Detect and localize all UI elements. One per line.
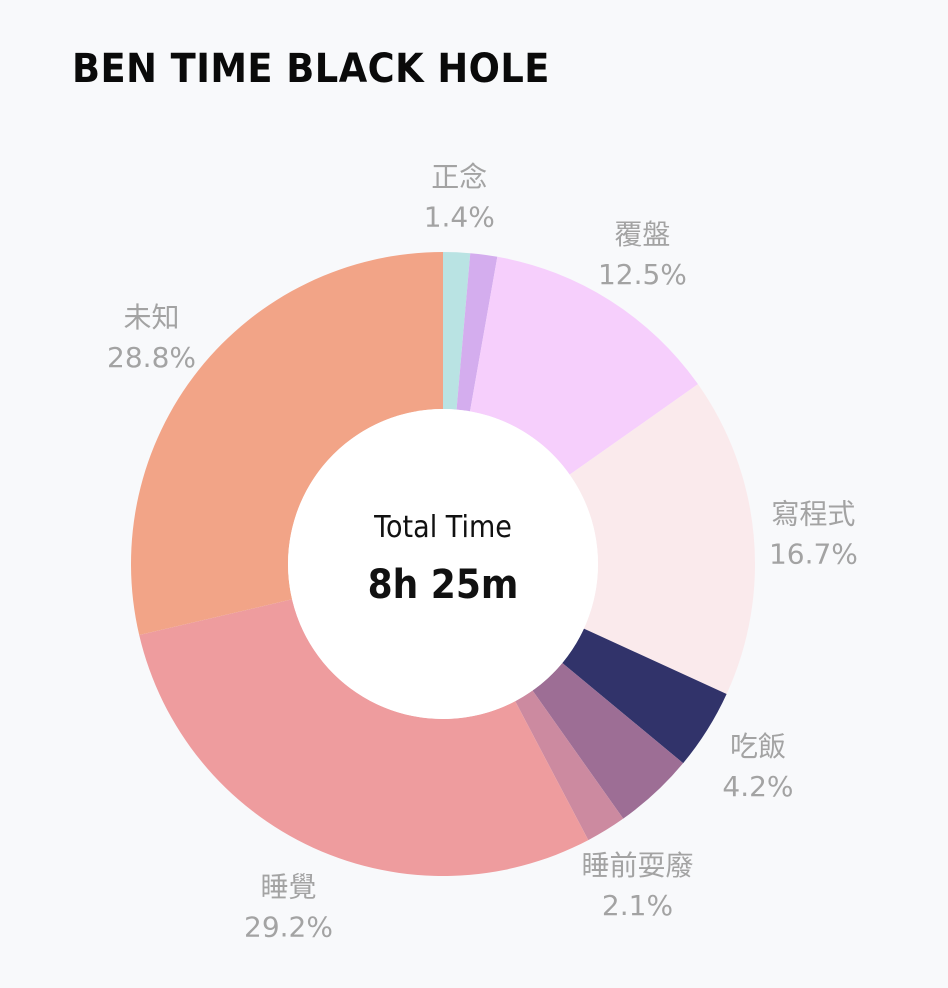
slice-percent-2: 12.5% — [598, 258, 687, 291]
slice-4[interactable] — [562, 628, 727, 764]
center-title: Total Time — [374, 510, 512, 545]
donut-hole — [288, 409, 598, 719]
slice-8[interactable] — [130, 252, 443, 636]
slice-label-0: 正念 — [431, 160, 487, 193]
slice-7[interactable] — [139, 599, 589, 876]
slice-label-4: 吃飯 — [730, 730, 786, 763]
slice-label-7: 睡覺 — [261, 870, 317, 903]
chart-title: BEN TIME BLACK HOLE — [72, 46, 550, 92]
slice-label-6: 睡前耍廢 — [581, 849, 693, 882]
slice-percent-7: 29.2% — [244, 910, 333, 943]
slice-percent-0: 1.4% — [424, 200, 495, 233]
slice-percent-4: 4.2% — [722, 770, 793, 803]
slice-1[interactable] — [456, 253, 498, 412]
slice-percent-3: 16.7% — [769, 538, 858, 571]
slice-3[interactable] — [569, 384, 755, 695]
slice-6[interactable] — [515, 690, 624, 841]
slice-5[interactable] — [532, 662, 684, 819]
slice-label-3: 寫程式 — [771, 498, 855, 531]
slice-percent-6: 2.1% — [602, 889, 673, 922]
slice-label-8: 未知 — [124, 301, 180, 334]
slice-2[interactable] — [469, 256, 698, 475]
center-total-value: 8h 25m — [367, 562, 519, 608]
slice-0[interactable] — [443, 252, 471, 410]
slice-percent-8: 28.8% — [107, 341, 196, 374]
slice-label-2: 覆盤 — [614, 218, 670, 251]
